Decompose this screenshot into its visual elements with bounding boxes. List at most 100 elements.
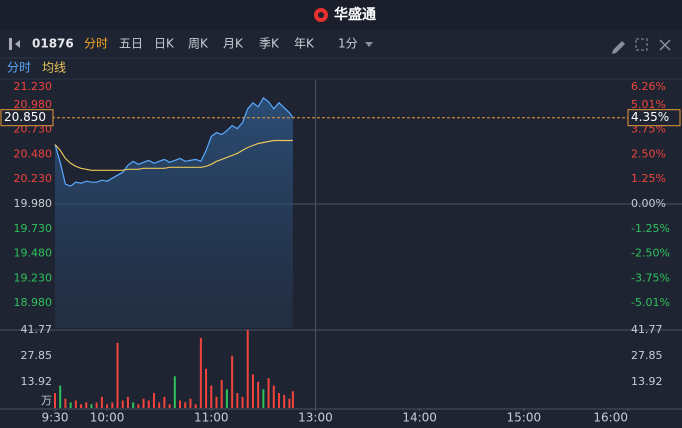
volume-bar [236, 393, 239, 408]
volume-bar [106, 404, 109, 408]
volume-tick-label: 万 [41, 394, 52, 407]
y2-tick-label: -3.75% [631, 271, 670, 284]
volume-bar [272, 385, 275, 408]
y2-tick-label: 6.26% [631, 80, 666, 93]
legend-entry: 分时 [7, 61, 31, 75]
volume-bar [54, 393, 56, 408]
volume-bar [194, 404, 197, 408]
price-area [55, 97, 293, 329]
volume-tick-label-right: 41.77 [631, 323, 663, 336]
y-tick-label: 18.980 [14, 296, 53, 309]
volume-bar [205, 368, 208, 408]
volume-bar [184, 402, 187, 408]
logo-icon-hole [318, 12, 324, 18]
interval-select[interactable]: 1分 [338, 37, 358, 51]
current-price-box [0, 109, 54, 127]
dropdown-arrow[interactable] [365, 42, 373, 47]
y-tick-label: 19.230 [14, 271, 53, 284]
stock-code: 01876 [32, 37, 74, 51]
volume-bar [257, 381, 260, 408]
volume-tick-label-right: 13.92 [631, 375, 663, 388]
volume-bar [262, 389, 265, 408]
volume-bar [220, 379, 223, 408]
top-bar [0, 0, 682, 30]
volume-bar [163, 396, 166, 408]
volume-bar [80, 404, 83, 408]
volume-bar [277, 393, 280, 408]
volume-bar [69, 402, 72, 408]
volume-bar [74, 400, 77, 408]
x-tick-label: 9:30 [42, 411, 69, 425]
period-tab[interactable]: 月K [223, 37, 244, 51]
volume-bar [189, 398, 192, 408]
y2-tick-label: -1.25% [631, 222, 670, 235]
volume-bar [152, 393, 155, 408]
volume-bar [126, 396, 129, 408]
y2-tick-label: -5.01% [631, 296, 670, 309]
volume-bar [288, 398, 291, 408]
volume-bar [111, 402, 114, 408]
y2-tick-label: 2.50% [631, 147, 666, 160]
volume-bar [251, 374, 254, 408]
x-tick-label: 13:00 [298, 411, 333, 425]
volume-bar [85, 402, 88, 408]
current-change-box [627, 109, 681, 127]
volume-bar [147, 400, 150, 408]
y-tick-label: 20.230 [14, 172, 53, 185]
volume-bar [59, 385, 62, 408]
period-tab[interactable]: 季K [259, 37, 280, 51]
volume-bar [100, 396, 103, 408]
period-tab[interactable]: 五日 [119, 37, 143, 51]
period-tab[interactable]: 周K [188, 37, 209, 51]
y-tick-label: 19.730 [14, 222, 53, 235]
y-tick-label: 21.230 [14, 80, 53, 93]
volume-tick-label-right: 27.85 [631, 349, 663, 362]
volume-bar [90, 404, 93, 408]
volume-tick-label: 27.85 [21, 349, 53, 362]
y2-tick-label: 0.00% [631, 197, 666, 210]
volume-bar [231, 355, 234, 408]
period-tab[interactable]: 日K [154, 37, 175, 51]
x-tick-label: 16:00 [593, 411, 628, 425]
volume-bar [168, 404, 171, 408]
volume-bar [199, 337, 202, 408]
volume-bar [215, 396, 218, 408]
volume-tick-label: 41.77 [21, 323, 53, 336]
volume-bar [179, 400, 182, 408]
average-line [54, 139, 293, 171]
legend-entry: 均线 [42, 61, 66, 75]
volume-bar [173, 376, 176, 408]
volume-bar [291, 391, 294, 408]
volume-bar [241, 396, 244, 408]
volume-bar [95, 402, 98, 408]
x-tick-label: 15:00 [507, 411, 542, 425]
y-tick-label: 20.980 [14, 98, 53, 111]
y2-tick-label: 5.01% [631, 98, 666, 111]
y2-tick-label: 1.25% [631, 172, 666, 185]
fullscreen-icon[interactable] [659, 39, 671, 51]
volume-bar [64, 398, 67, 408]
volume-bar [283, 394, 286, 408]
y-tick-label: 19.980 [14, 197, 53, 210]
current-price-label: 20.850 [4, 110, 46, 124]
collapse-icon[interactable] [9, 38, 12, 50]
current-change-label: 4.35% [631, 110, 669, 124]
price-line [54, 97, 294, 187]
y-tick-label: 20.480 [14, 147, 53, 160]
period-tab[interactable]: 年K [294, 37, 315, 51]
x-tick-label: 10:00 [90, 411, 125, 425]
expand-icon[interactable] [635, 38, 648, 51]
collapse-arrow[interactable] [15, 40, 20, 48]
volume-bar [116, 342, 119, 408]
draw-icon[interactable] [612, 41, 625, 54]
volume-bar [132, 402, 135, 408]
x-tick-label: 14:00 [402, 411, 437, 425]
volume-bar [142, 398, 145, 408]
volume-tick-label: 13.92 [21, 375, 53, 388]
toolbar [0, 30, 682, 58]
period-tab[interactable]: 分时 [84, 37, 108, 51]
logo-text: 华盛通 [334, 6, 376, 23]
